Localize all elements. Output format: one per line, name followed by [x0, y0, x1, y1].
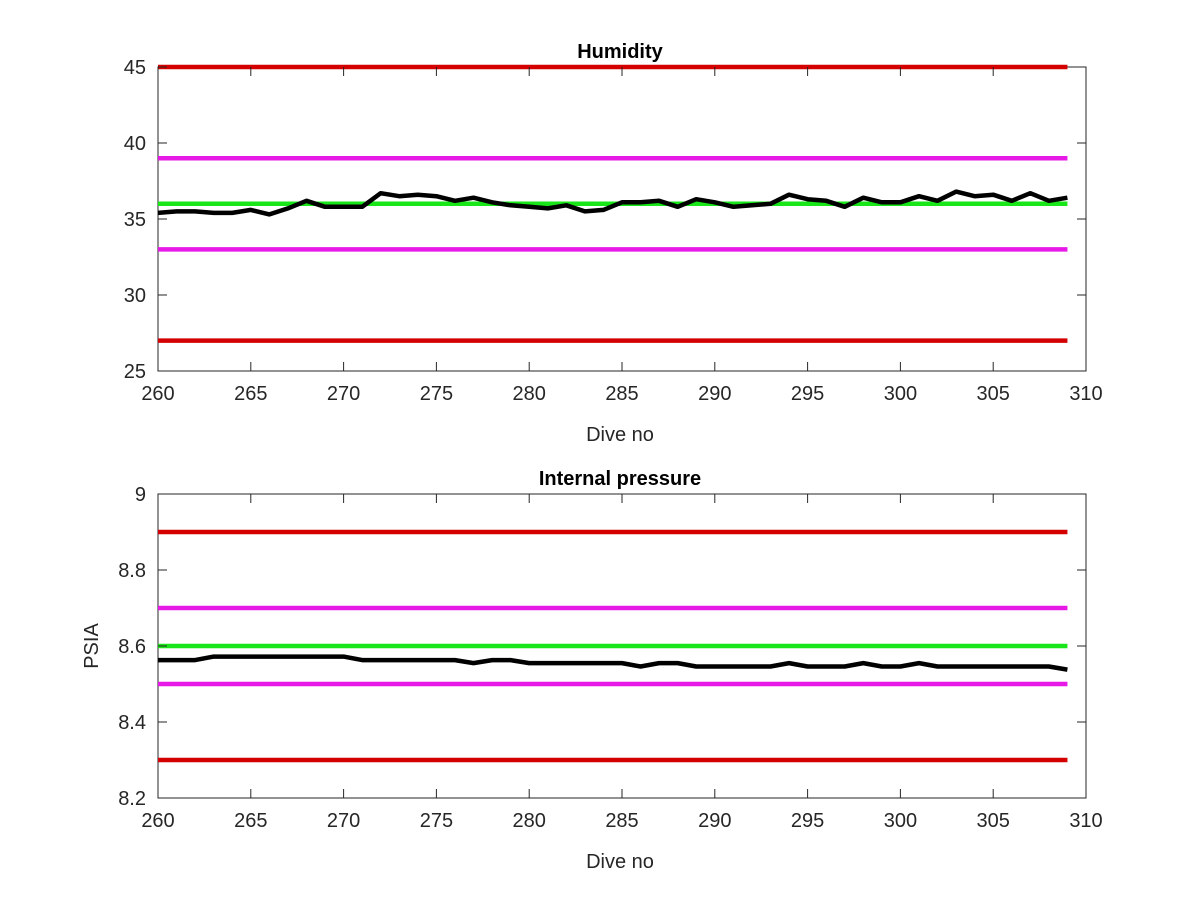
humidity-y-tick-label: 45	[124, 57, 146, 79]
pressure-x-tick-label: 305	[977, 810, 1010, 832]
pressure-y-axis-label: PSIA	[81, 623, 103, 669]
humidity-series	[157, 189, 1068, 217]
pressure-series	[158, 654, 1068, 672]
pressure-y-ticks: 8.2 8.4 8.6 8.8 9	[118, 484, 1086, 810]
pressure-x-tick-label: 290	[698, 810, 731, 832]
humidity-y-tick-label: 25	[124, 361, 146, 383]
humidity-x-tick-label: 260	[141, 383, 174, 405]
humidity-x-tick-label: 275	[420, 383, 453, 405]
humidity-x-axis-label: Dive no	[586, 424, 654, 446]
pressure-threshold-lines	[158, 529, 1068, 763]
pressure-x-tick-label: 270	[327, 810, 360, 832]
humidity-y-ticks: 25 30 35 40 45	[124, 57, 1086, 383]
pressure-x-axis-label: Dive no	[586, 851, 654, 873]
humidity-y-tick-label: 35	[124, 209, 146, 231]
pressure-x-tick-label: 300	[884, 810, 917, 832]
humidity-x-tick-label: 295	[791, 383, 824, 405]
humidity-x-tick-label: 300	[884, 383, 917, 405]
pressure-x-ticks: 260 265 270 275 280 285 290 295 300 305 310	[141, 494, 1103, 832]
pressure-x-tick-label: 260	[141, 810, 174, 832]
humidity-x-tick-label: 270	[327, 383, 360, 405]
humidity-y-tick-label: 30	[124, 285, 146, 307]
humidity-y-tick-label: 40	[124, 133, 146, 155]
humidity-x-tick-label: 265	[234, 383, 267, 405]
humidity-x-ticks: 260 265 270 275 280 285 290 295 300 305 310	[141, 67, 1103, 405]
humidity-series-line	[157, 189, 1068, 217]
pressure-x-tick-label: 265	[234, 810, 267, 832]
pressure-y-tick-label: 9	[135, 484, 146, 506]
humidity-x-tick-label: 290	[698, 383, 731, 405]
humidity-x-tick-label: 305	[977, 383, 1010, 405]
humidity-x-tick-label: 285	[605, 383, 638, 405]
pressure-plot: Internal pressure 260 265 270 275 280 285 290 2…	[81, 468, 1103, 873]
pressure-series-line	[158, 654, 1068, 672]
humidity-title: Humidity	[577, 41, 663, 63]
pressure-x-tick-label: 310	[1069, 810, 1102, 832]
pressure-x-tick-label: 295	[791, 810, 824, 832]
pressure-x-tick-label: 275	[420, 810, 453, 832]
pressure-y-tick-label: 8.8	[118, 560, 146, 582]
humidity-plot: Humidity 260 265 270 275 280 285 290 295 300 305 3…	[124, 41, 1103, 446]
pressure-y-tick-label: 8.2	[118, 788, 146, 810]
pressure-x-tick-label: 285	[605, 810, 638, 832]
pressure-title: Internal pressure	[539, 468, 701, 490]
pressure-y-tick-label: 8.4	[118, 712, 146, 734]
humidity-x-tick-label: 280	[513, 383, 546, 405]
pressure-x-tick-label: 280	[513, 810, 546, 832]
pressure-y-tick-label: 8.6	[118, 636, 146, 658]
humidity-x-tick-label: 310	[1069, 383, 1102, 405]
